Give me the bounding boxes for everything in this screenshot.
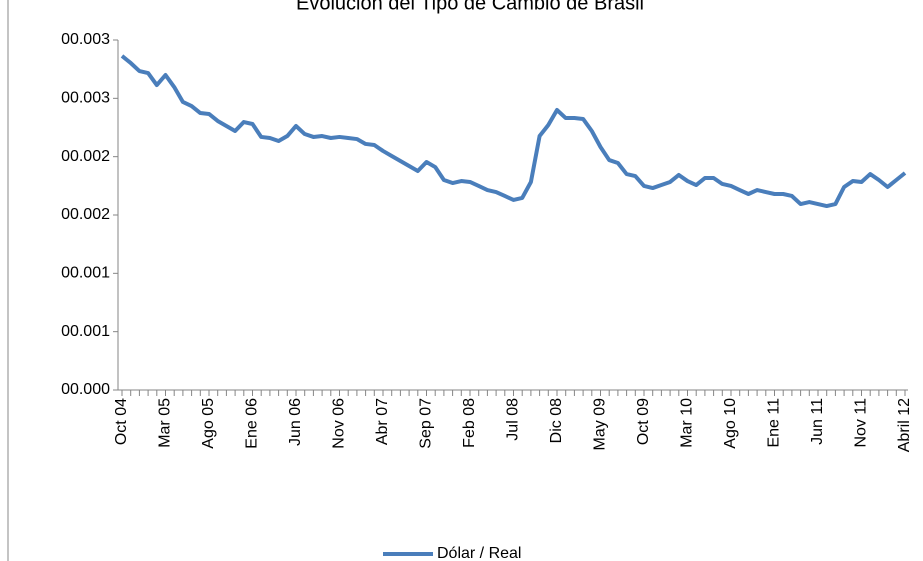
x-tick-label: Jun 11 bbox=[809, 398, 826, 445]
x-tick-label: Mar 05 bbox=[157, 398, 174, 448]
x-tick-label: May 09 bbox=[592, 398, 609, 451]
y-tick-label: 00.002 bbox=[61, 206, 110, 223]
data-line bbox=[120, 54, 907, 209]
x-tick-label: Abril 12 bbox=[896, 398, 913, 452]
chart-title: Evolución del Tipo de Cambio de Brasil bbox=[296, 0, 644, 14]
x-tick-label: Ago 05 bbox=[200, 398, 217, 449]
legend-label: Dólar / Real bbox=[437, 545, 521, 561]
x-tick-label: Mar 10 bbox=[679, 398, 696, 448]
y-tick-label: 00.002 bbox=[61, 148, 110, 165]
x-tick-label: Sep 07 bbox=[418, 398, 435, 449]
x-tick-label: Nov 06 bbox=[331, 398, 348, 449]
y-tick-label: 00.001 bbox=[61, 323, 110, 340]
y-tick-label: 00.001 bbox=[61, 265, 110, 282]
x-tick-label: Abr 07 bbox=[374, 398, 391, 445]
x-tick-label: Dic 08 bbox=[548, 398, 565, 443]
x-tick-label: Jul 08 bbox=[505, 398, 522, 441]
x-tick-label: Feb 08 bbox=[461, 398, 478, 448]
y-tick-label: 00.003 bbox=[61, 90, 110, 107]
x-tick-label: Oct 04 bbox=[113, 398, 130, 445]
x-tick-label: Jun 06 bbox=[287, 398, 304, 446]
x-tick-label: Oct 09 bbox=[635, 398, 652, 445]
x-tick-label: Ene 11 bbox=[766, 398, 783, 448]
x-tick-label: Ago 10 bbox=[722, 398, 739, 449]
x-tick-label: Nov 11 bbox=[853, 398, 870, 448]
x-tick-label: Ene 06 bbox=[244, 398, 261, 449]
y-tick-label: 00.003 bbox=[61, 31, 110, 48]
y-tick-label: 00.000 bbox=[61, 381, 110, 398]
